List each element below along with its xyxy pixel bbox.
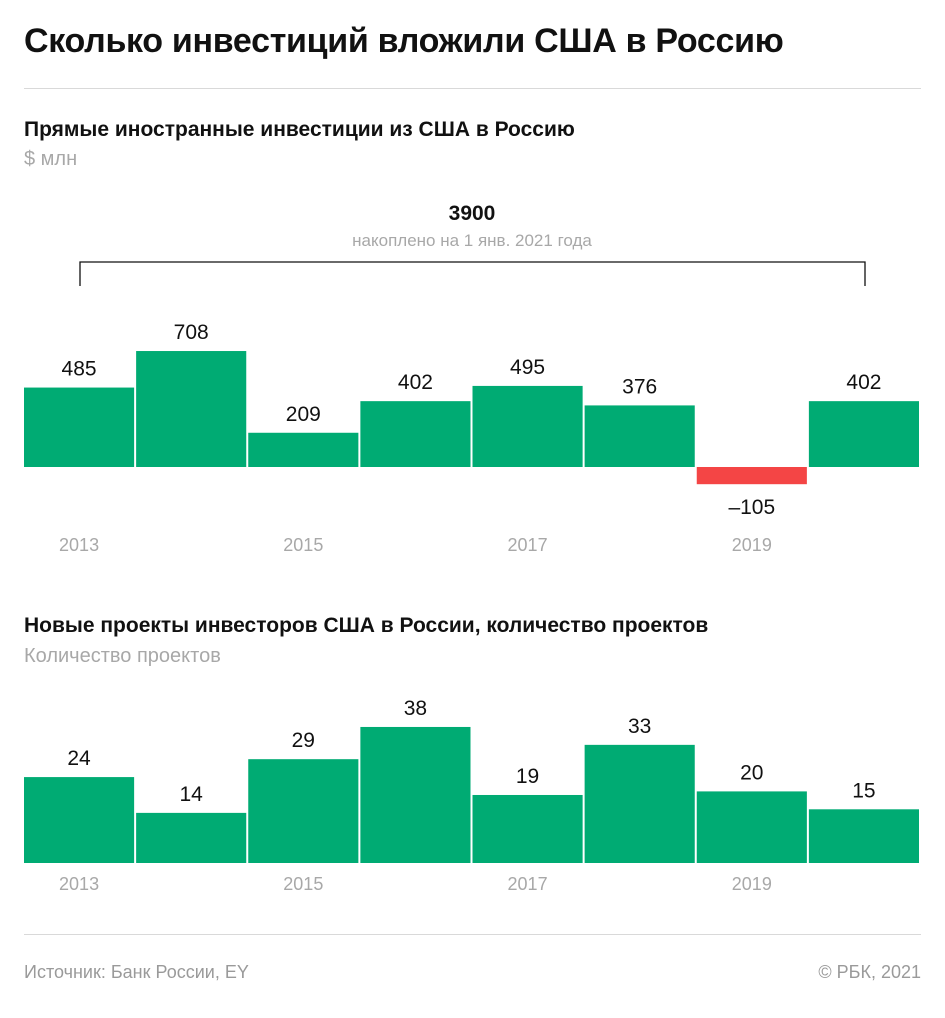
value-label-2013: 485 — [62, 358, 97, 381]
bar-2016 — [360, 726, 471, 863]
bar-2014 — [136, 351, 247, 467]
top-divider — [24, 88, 921, 89]
value-label-2016: 402 — [398, 371, 433, 394]
x-tick-2017: 2017 — [508, 535, 548, 555]
bar-2020 — [808, 809, 919, 863]
x-tick-2015: 2015 — [283, 874, 323, 894]
bar-2013 — [24, 777, 135, 863]
copyright: © РБК, 2021 — [818, 962, 921, 982]
cumulative-total: 3900 — [449, 202, 496, 225]
chart1-title: Прямые иностранные инвестиции из США в Р… — [24, 118, 575, 141]
value-label-2020: 402 — [846, 371, 881, 394]
source-note: Источник: Банк России, EY — [24, 962, 249, 982]
bar-2016 — [360, 401, 471, 467]
value-label-2020: 15 — [852, 779, 875, 802]
chart2-title: Новые проекты инвесторов США в России, к… — [24, 614, 709, 637]
bar-2015 — [248, 432, 359, 467]
x-tick-2013: 2013 — [59, 535, 99, 555]
bar-2018 — [584, 744, 695, 863]
bottom-divider — [24, 934, 921, 935]
value-label-2019: –105 — [728, 496, 775, 519]
bar-2017 — [472, 794, 583, 863]
value-label-2014: 708 — [174, 321, 209, 344]
bar-2013 — [24, 387, 135, 467]
bar-2019 — [696, 791, 807, 863]
bar-2019 — [696, 467, 807, 485]
bar-2017 — [472, 385, 583, 467]
total-bracket — [79, 261, 866, 286]
value-label-2017: 19 — [516, 765, 539, 788]
x-tick-2019: 2019 — [732, 535, 772, 555]
x-tick-2019: 2019 — [732, 874, 772, 894]
value-label-2016: 38 — [404, 697, 427, 720]
value-label-2018: 33 — [628, 715, 651, 738]
page-title: Сколько инвестиций вложили США в Россию — [24, 22, 784, 60]
fdi-chart: 3900 накоплено на 1 янв. 2021 года 485 2013… — [24, 202, 919, 555]
cumulative-note: накоплено на 1 янв. 2021 года — [352, 231, 592, 250]
value-label-2015: 209 — [286, 403, 321, 426]
bar-2018 — [584, 405, 695, 467]
value-label-2014: 14 — [180, 783, 204, 806]
value-label-2013: 24 — [67, 747, 91, 770]
chart1-subtitle: $ млн — [24, 148, 78, 170]
value-label-2018: 376 — [622, 375, 657, 398]
chart2-subtitle: Количество проектов — [24, 645, 221, 667]
value-label-2015: 29 — [292, 729, 315, 752]
projects-chart: 24 2013 14 29 2015 38 19 2017 33 20 2019 15 — [24, 697, 919, 894]
bar-2014 — [136, 812, 247, 863]
x-tick-2015: 2015 — [283, 535, 323, 555]
bar-2015 — [248, 759, 359, 863]
value-label-2017: 495 — [510, 356, 545, 379]
bar-2020 — [808, 401, 919, 467]
value-label-2019: 20 — [740, 761, 763, 784]
x-tick-2013: 2013 — [59, 874, 99, 894]
x-tick-2017: 2017 — [508, 874, 548, 894]
